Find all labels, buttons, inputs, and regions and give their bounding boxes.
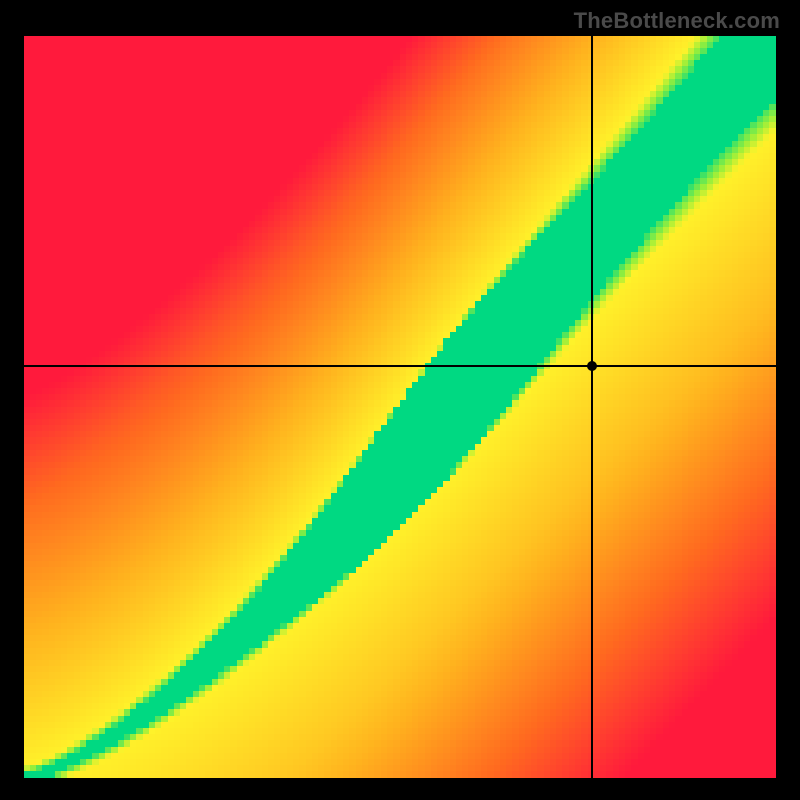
watermark-text: TheBottleneck.com (574, 8, 780, 34)
crosshair-marker (587, 361, 597, 371)
crosshair-vertical (591, 36, 593, 778)
chart-container: TheBottleneck.com (0, 0, 800, 800)
crosshair-horizontal (24, 365, 776, 367)
bottleneck-heatmap (24, 36, 776, 778)
